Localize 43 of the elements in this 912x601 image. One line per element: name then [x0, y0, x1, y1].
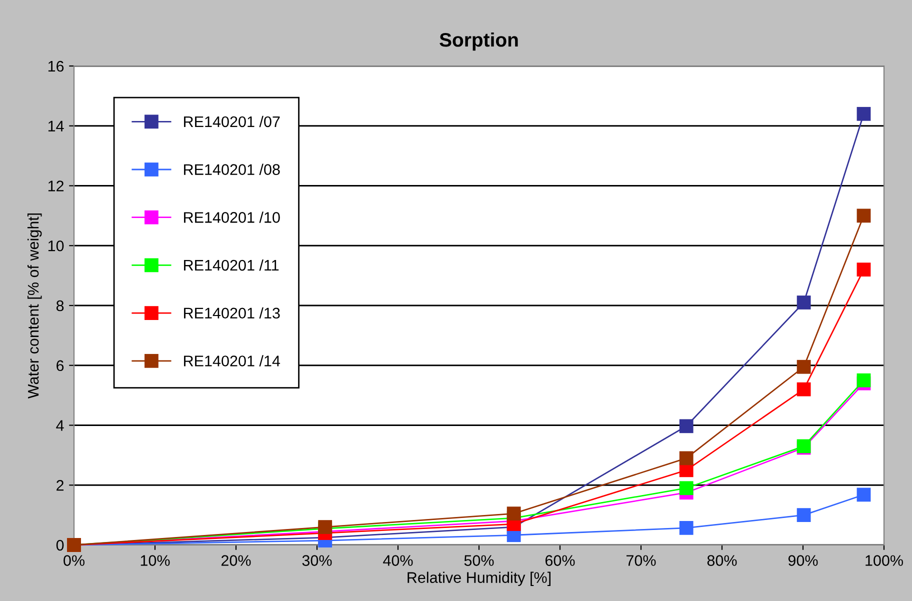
chart-title: Sorption	[440, 32, 518, 51]
y-tick-label: 4	[56, 420, 64, 431]
y-tick-label: 14	[48, 120, 64, 132]
point	[856, 208, 871, 223]
x-tick-label: 80%	[707, 555, 737, 566]
point	[796, 296, 811, 310]
y-tick-label: 8	[56, 300, 64, 312]
y-tick-label: 12	[48, 180, 64, 192]
x-tick-label: 90%	[788, 555, 818, 566]
x-tick-label: 20%	[221, 555, 251, 566]
legend-label: RE140201 /11	[184, 259, 279, 271]
x-axis-title: Relative Humidity [%]	[408, 572, 551, 586]
x-tick-label: 100%	[866, 555, 903, 566]
x-tick-label: 40%	[383, 555, 413, 566]
y-axis-title: Water content [% of weight]	[27, 213, 42, 399]
y-tick-label: 0	[56, 540, 64, 551]
y-tick-label: 6	[56, 360, 64, 372]
x-tick-label: 10%	[140, 555, 170, 566]
x-tick-label: 60%	[545, 555, 575, 566]
point	[796, 360, 811, 374]
y-tick-label: 2	[56, 480, 64, 491]
point	[679, 451, 694, 466]
point	[679, 481, 694, 496]
x-tick-label: 50%	[464, 555, 494, 566]
legend-label: RE140201 /14	[184, 355, 280, 366]
point	[679, 520, 694, 535]
x-tick-label: 70%	[626, 555, 656, 566]
point	[856, 106, 871, 121]
y-tick-label: 16	[48, 60, 64, 72]
y-tick-label: 10	[48, 240, 64, 252]
point	[856, 262, 871, 277]
point	[796, 382, 811, 396]
point	[679, 419, 694, 434]
point	[506, 506, 521, 521]
x-tick-label: 30%	[302, 555, 332, 566]
point	[796, 508, 811, 522]
legend-label: RE140201 /13	[184, 307, 280, 319]
point	[856, 488, 871, 502]
x-tick-label: 0%	[64, 555, 84, 566]
legend-label: RE140201 /08	[184, 164, 280, 175]
legend-label: RE140201 /10	[184, 212, 280, 223]
legend-label: RE140201 /07	[184, 116, 280, 128]
point	[856, 373, 871, 388]
